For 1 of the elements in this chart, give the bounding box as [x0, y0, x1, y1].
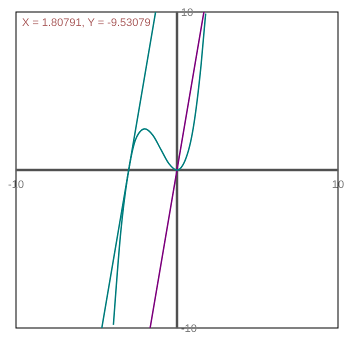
annotation: X = 1.80791, Y = -9.53079 [22, 17, 151, 29]
